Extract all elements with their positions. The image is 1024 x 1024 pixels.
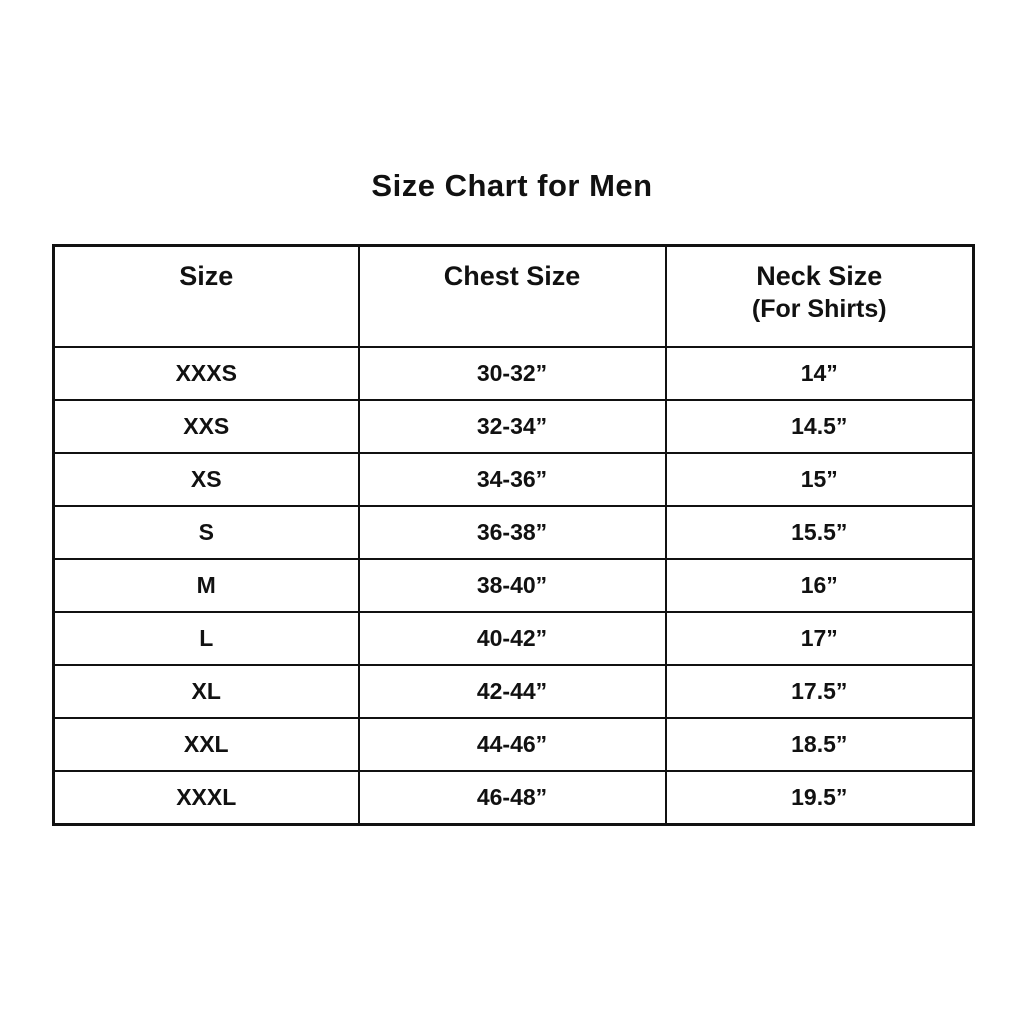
neck-size-cell: 15.5”	[664, 505, 975, 560]
column-header-chest-size: Chest Size	[357, 244, 667, 348]
neck-size-cell: 15”	[664, 452, 975, 507]
table-row-l: L 40-42” 17”	[52, 611, 975, 666]
table-row-xxs: XXS 32-34” 14.5”	[52, 399, 975, 454]
chest-size-cell: 42-44”	[357, 664, 667, 719]
neck-size-cell: 17”	[664, 611, 975, 666]
neck-size-cell: 19.5”	[664, 770, 975, 826]
header-row: Size Chest Size Neck Size (For Shirts)	[52, 244, 975, 348]
chest-size-cell: 34-36”	[357, 452, 667, 507]
chest-size-cell: 46-48”	[357, 770, 667, 826]
size-cell: XXXS	[52, 346, 360, 401]
column-header-size-label: Size	[179, 261, 234, 291]
size-cell: L	[52, 611, 360, 666]
neck-size-cell: 18.5”	[664, 717, 975, 772]
column-header-neck-size-sublabel: (For Shirts)	[751, 294, 887, 323]
neck-size-cell: 14”	[664, 346, 975, 401]
size-cell: XS	[52, 452, 360, 507]
chest-size-cell: 38-40”	[357, 558, 667, 613]
chest-size-cell: 40-42”	[357, 611, 667, 666]
table-row-xxl: XXL 44-46” 18.5”	[52, 717, 975, 772]
size-cell: XXL	[52, 717, 360, 772]
chest-size-cell: 36-38”	[357, 505, 667, 560]
table-row-xxxs: XXXS 30-32” 14”	[52, 346, 975, 401]
size-cell: XXS	[52, 399, 360, 454]
size-cell: XL	[52, 664, 360, 719]
size-cell: XXXL	[52, 770, 360, 826]
page-title: Size Chart for Men	[371, 168, 653, 203]
neck-size-cell: 17.5”	[664, 664, 975, 719]
table-row-s: S 36-38” 15.5”	[52, 505, 975, 560]
table-row-xl: XL 42-44” 17.5”	[52, 664, 975, 719]
chest-size-cell: 32-34”	[357, 399, 667, 454]
size-cell: S	[52, 505, 360, 560]
column-header-neck-size-label: Neck Size	[756, 261, 883, 291]
size-cell: M	[52, 558, 360, 613]
chest-size-cell: 30-32”	[357, 346, 667, 401]
column-header-neck-size: Neck Size (For Shirts)	[664, 244, 975, 348]
size-chart-table: Size Chest Size Neck Size (For Shirts) X…	[52, 244, 975, 826]
table-row-m: M 38-40” 16”	[52, 558, 975, 613]
neck-size-cell: 14.5”	[664, 399, 975, 454]
table-row-xxxl: XXXL 46-48” 19.5”	[52, 770, 975, 826]
neck-size-cell: 16”	[664, 558, 975, 613]
column-header-size: Size	[52, 244, 360, 348]
chest-size-cell: 44-46”	[357, 717, 667, 772]
table-row-xs: XS 34-36” 15”	[52, 452, 975, 507]
column-header-chest-size-label: Chest Size	[443, 261, 581, 291]
